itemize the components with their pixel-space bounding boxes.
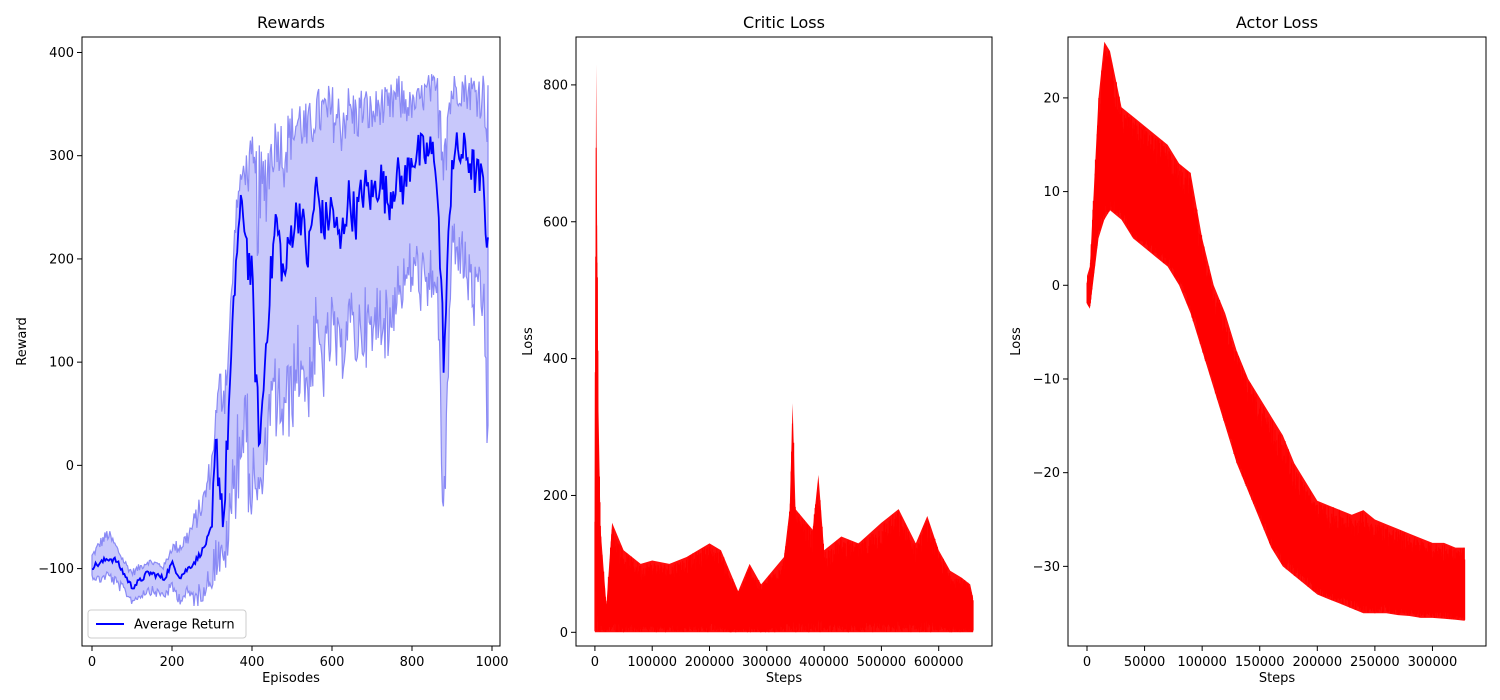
legend-entry: Average Return [134, 618, 235, 633]
y-tick-label: 300 [49, 149, 74, 164]
y-tick-label: 400 [49, 46, 74, 61]
x-tick-label: 100000 [627, 655, 677, 670]
y-axis-label: Reward [15, 317, 30, 365]
x-tick-label: 600 [320, 655, 345, 670]
y-axis-label: Loss [1009, 327, 1024, 356]
x-tick-label: 800 [400, 655, 425, 670]
axes-frame [575, 36, 993, 647]
rewards-chart: 0 200 400 600 800 1000 −100 0 100 200 300 400 Reward… [15, 13, 509, 686]
loss-series-line [1086, 45, 1466, 621]
series-average-return [91, 131, 489, 590]
x-tick-label: 150000 [1235, 655, 1285, 670]
x-tick-label: 0 [88, 655, 96, 670]
x-axis-label: Episodes [262, 671, 320, 686]
x-tick-label: 200 [160, 655, 185, 670]
y-tick-label: 20 [1043, 91, 1060, 106]
x-tick-label: 100000 [1177, 655, 1227, 670]
x-tick-label: 50000 [1124, 655, 1165, 670]
loss-series-line [594, 147, 974, 633]
chart-title: Rewards [257, 13, 325, 32]
y-tick-label: −20 [1033, 466, 1060, 481]
chart-title: Critic Loss [743, 13, 825, 32]
chart-title: Actor Loss [1236, 13, 1318, 32]
x-tick-label: 0 [591, 655, 599, 670]
critic-loss-chart: 0 100000 200000 300000 400000 500000 600000 0 20… [521, 13, 993, 686]
y-tick-label: 200 [49, 252, 74, 267]
legend: Average Return [87, 609, 247, 639]
x-axis-label: Steps [766, 671, 803, 686]
plot-area [594, 64, 974, 633]
y-tick-label: 10 [1043, 185, 1060, 200]
x-tick-label: 300000 [1408, 655, 1458, 670]
x-tick-label: 500000 [857, 655, 907, 670]
legend-box [87, 609, 247, 639]
y-tick-label: 0 [1052, 279, 1060, 294]
x-tick-label: 250000 [1350, 655, 1400, 670]
x-tick-label: 0 [1083, 655, 1091, 670]
x-tick-label: 400 [240, 655, 265, 670]
x-tick-label: 200000 [1292, 655, 1342, 670]
plot-area [1086, 41, 1466, 621]
y-tick-label: 0 [66, 459, 74, 474]
x-tick-label: 200000 [685, 655, 735, 670]
x-axis-label: Steps [1259, 671, 1296, 686]
y-tick-label: −30 [1033, 560, 1060, 575]
y-tick-label: 200 [543, 489, 568, 504]
y-tick-label: 600 [543, 215, 568, 230]
loss-envelope [594, 64, 974, 633]
plot-area [91, 74, 489, 607]
y-tick-label: 0 [560, 626, 568, 641]
x-tick-label: 300000 [742, 655, 792, 670]
y-tick-label: −10 [1033, 372, 1060, 387]
actor-loss-chart: 0 50000 100000 150000 200000 250000 300000 −30 −… [1009, 13, 1487, 686]
y-axis-label: Loss [521, 327, 536, 356]
y-tick-label: −100 [38, 562, 74, 577]
axes-frame [1067, 36, 1487, 647]
y-tick-label: 400 [543, 352, 568, 367]
x-tick-label: 1000 [475, 655, 508, 670]
y-tick-label: 100 [49, 356, 74, 371]
y-tick-label: 800 [543, 78, 568, 93]
axes-frame [81, 36, 501, 647]
x-tick-label: 400000 [799, 655, 849, 670]
x-tick-label: 600000 [914, 655, 964, 670]
